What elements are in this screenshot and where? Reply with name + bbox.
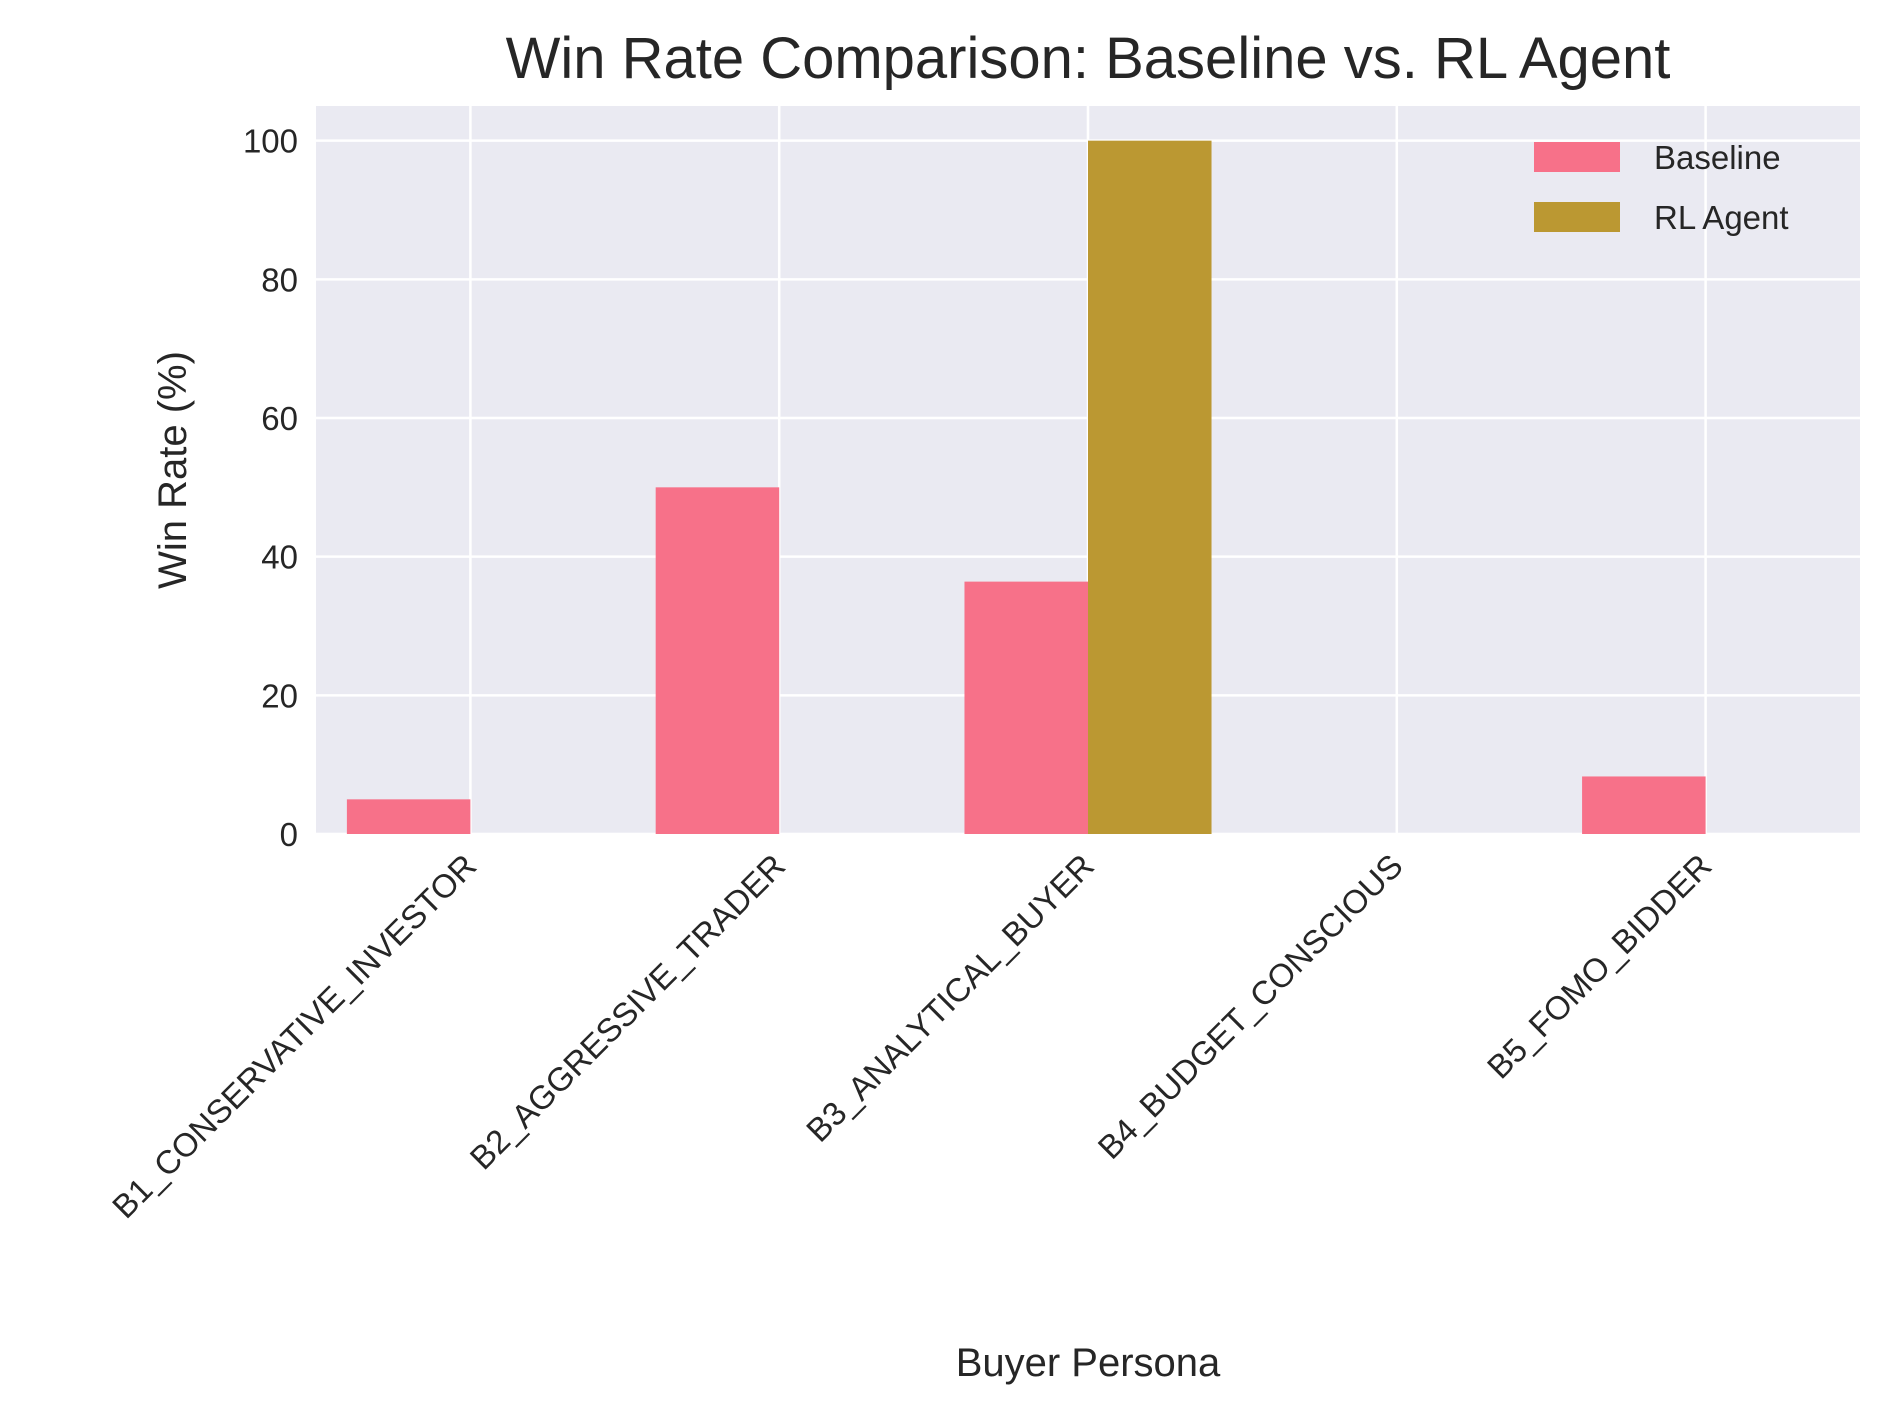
x-tick-label: B4_BUDGET_CONSCIOUS bbox=[1091, 847, 1410, 1166]
y-tick-label: 60 bbox=[261, 400, 298, 437]
chart-title: Win Rate Comparison: Baseline vs. RL Age… bbox=[506, 26, 1671, 91]
bar-rl-agent bbox=[1088, 140, 1212, 834]
legend-label: Baseline bbox=[1654, 139, 1781, 176]
y-tick-label: 100 bbox=[243, 123, 298, 160]
y-tick-label: 0 bbox=[280, 816, 298, 853]
bar-baseline bbox=[655, 487, 780, 834]
y-axis-label: Win Rate (%) bbox=[151, 351, 195, 589]
x-tick-label: B2_AGGRESSIVE_TRADER bbox=[463, 847, 793, 1177]
y-tick-label: 20 bbox=[261, 677, 298, 714]
bar-baseline bbox=[346, 799, 471, 834]
bar-baseline bbox=[1582, 776, 1706, 834]
legend-swatch bbox=[1534, 142, 1620, 172]
x-axis-label: Buyer Persona bbox=[956, 1341, 1221, 1385]
y-tick-label: 80 bbox=[261, 261, 298, 298]
bar-baseline bbox=[964, 581, 1088, 834]
legend-swatch bbox=[1534, 202, 1620, 232]
legend-label: RL Agent bbox=[1654, 199, 1789, 236]
x-tick-label: B3_ANALYTICAL_BUYER bbox=[799, 847, 1101, 1149]
x-tick-label: B5_FOMO_BIDDER bbox=[1480, 847, 1719, 1086]
x-tick-label: B1_CONSERVATIVE_INVESTOR bbox=[105, 847, 483, 1225]
y-tick-label: 40 bbox=[261, 539, 298, 576]
